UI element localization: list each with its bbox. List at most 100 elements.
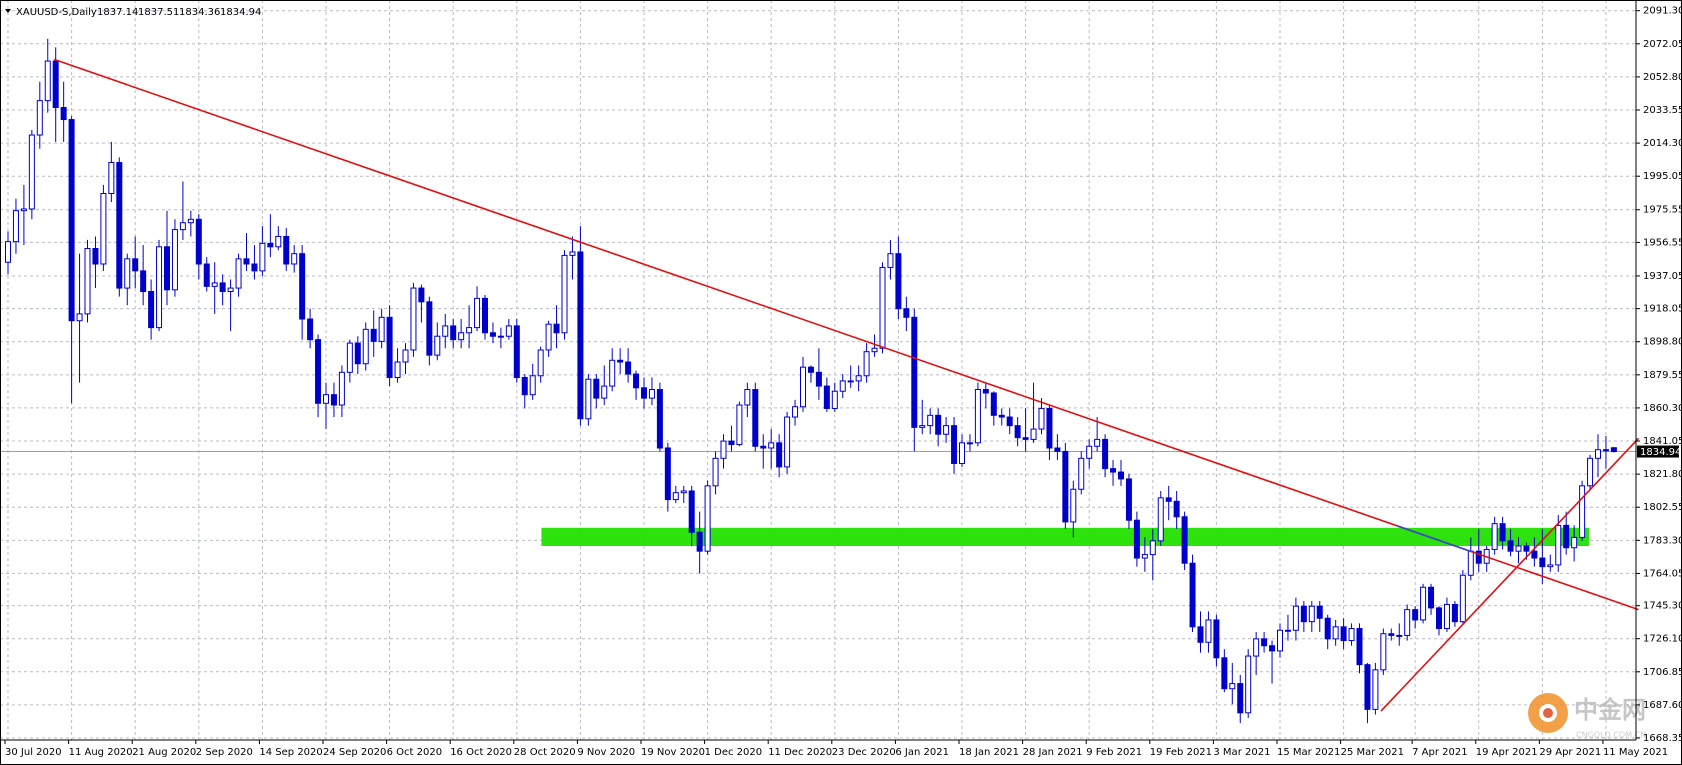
header-arrow [5, 9, 11, 13]
x-tick-label: 24 Sep 2020 [323, 747, 386, 758]
body [577, 251, 584, 420]
body [1229, 683, 1236, 690]
body [641, 387, 647, 399]
body [1245, 655, 1252, 714]
x-tick-label: 6 Oct 2020 [387, 747, 442, 758]
trendline [1397, 525, 1473, 553]
body [12, 210, 19, 243]
body [1364, 664, 1371, 710]
body [609, 359, 616, 387]
body [378, 316, 385, 342]
body [1571, 536, 1578, 549]
body [1428, 586, 1435, 609]
y-tick-label: 1802.55 [1643, 502, 1682, 513]
current-price-box [1637, 445, 1679, 458]
body [156, 246, 163, 329]
y-tick-label: 2072.05 [1643, 39, 1682, 50]
x-tick-label: 3 Mar 2021 [1213, 747, 1270, 758]
body [20, 208, 27, 212]
y-tick-label: 1668.35 [1643, 733, 1682, 744]
x-tick-label: 11 May 2021 [1603, 747, 1668, 758]
body [243, 258, 250, 265]
body [1118, 471, 1124, 480]
body [919, 425, 926, 428]
body [1141, 554, 1148, 559]
body [831, 390, 838, 409]
body [1372, 669, 1379, 710]
body [927, 414, 934, 427]
x-tick-label: 6 Jan 2021 [895, 747, 949, 758]
body [1300, 605, 1307, 623]
body [784, 416, 791, 468]
body [1587, 457, 1594, 487]
body [418, 287, 425, 303]
body [959, 442, 965, 464]
body [1420, 586, 1427, 621]
x-tick-label: 25 Mar 2021 [1341, 747, 1404, 758]
body [1332, 626, 1339, 640]
body [100, 192, 107, 265]
header-low: 1834.36 [179, 7, 220, 18]
body [482, 297, 488, 334]
body [1078, 457, 1085, 490]
x-tick-label: 30 Jul 2020 [5, 747, 62, 758]
body [807, 366, 814, 373]
body [1133, 519, 1140, 559]
body [855, 375, 862, 382]
body [1125, 478, 1132, 521]
y-tick-label: 1706.85 [1643, 667, 1682, 678]
y-tick-label: 1975.55 [1643, 205, 1682, 216]
body [1030, 428, 1037, 440]
body [267, 242, 274, 248]
body [1094, 438, 1101, 447]
y-tick-label: 1937.05 [1643, 271, 1682, 282]
y-tick-label: 1687.60 [1643, 700, 1682, 711]
body [1443, 603, 1450, 630]
y-tick-label: 1879.55 [1643, 370, 1682, 381]
body [648, 389, 655, 399]
body [1284, 629, 1291, 632]
body [966, 442, 973, 445]
body [760, 445, 767, 449]
watermark: 中金网 CNGOLD.COM.CN [1528, 693, 1646, 740]
body [442, 325, 449, 337]
body [617, 359, 624, 363]
body [1165, 497, 1172, 502]
body [1062, 450, 1069, 523]
body [1515, 545, 1522, 552]
body [132, 258, 139, 272]
body [5, 241, 11, 263]
body [1579, 485, 1586, 538]
trendline [53, 58, 1639, 611]
body [1181, 516, 1188, 564]
body [792, 406, 799, 418]
body [299, 253, 306, 320]
x-tick-label: 19 Nov 2020 [641, 747, 705, 758]
body [887, 253, 894, 268]
body [1213, 619, 1220, 659]
y-tick-label: 1821.80 [1643, 469, 1682, 480]
body [1412, 609, 1419, 621]
body [935, 414, 942, 435]
body [823, 385, 830, 409]
x-tick-label: 9 Feb 2021 [1086, 747, 1142, 758]
body [800, 366, 806, 408]
x-tick-label: 23 Dec 2020 [832, 747, 896, 758]
body [720, 440, 727, 459]
body [1261, 638, 1268, 647]
candles [5, 38, 1617, 724]
body [1467, 550, 1474, 576]
body [1610, 447, 1617, 453]
y-tick-label: 2052.80 [1643, 72, 1682, 83]
body [1563, 524, 1570, 549]
body [171, 229, 178, 291]
body [1110, 468, 1117, 473]
watermark-text: 中金网 [1574, 696, 1646, 724]
body [1149, 540, 1156, 556]
body [656, 389, 663, 449]
body [879, 266, 886, 349]
x-tick-label: 14 Sep 2020 [259, 747, 322, 758]
body [633, 373, 640, 389]
body [871, 347, 878, 353]
